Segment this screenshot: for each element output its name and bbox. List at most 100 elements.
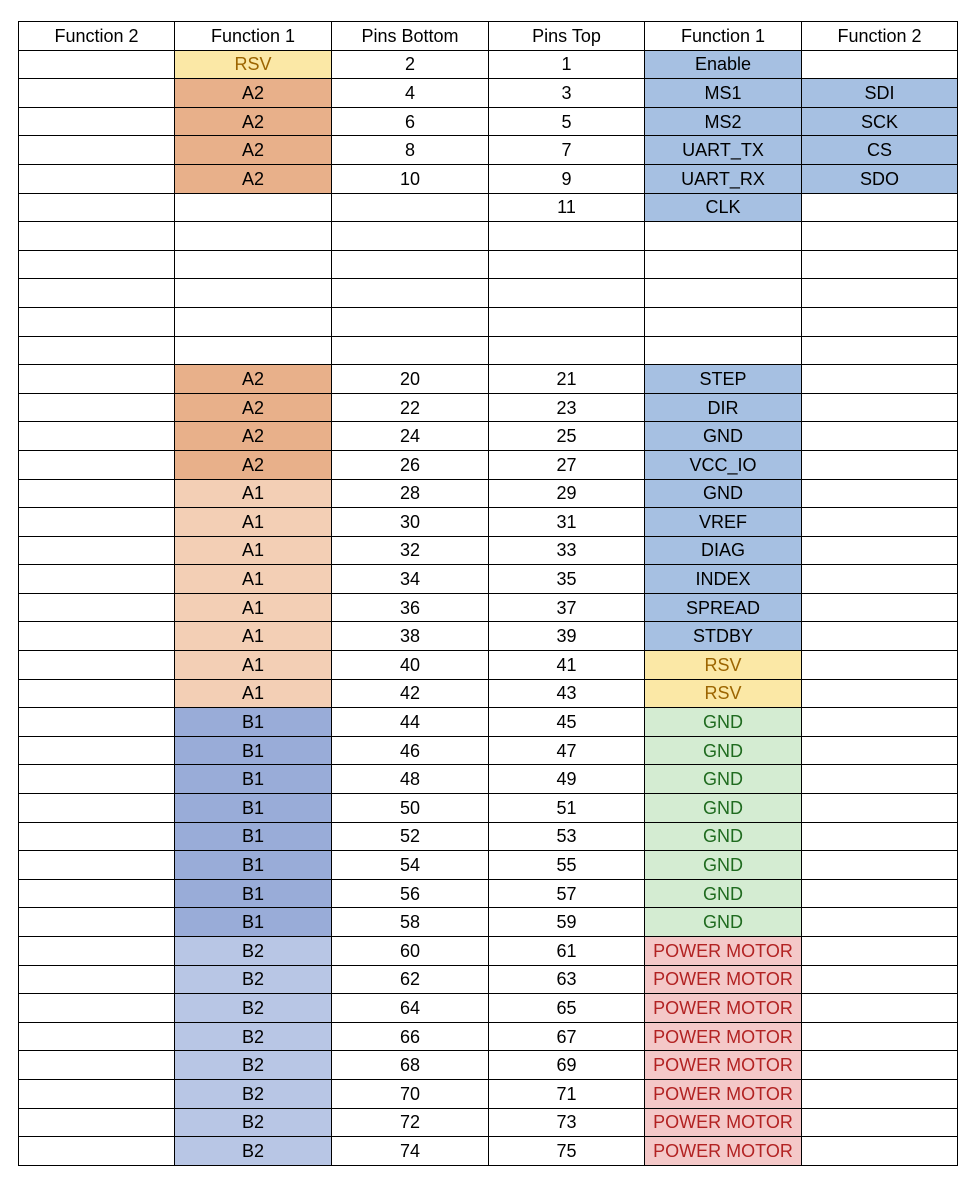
pin-top-cell: 49 bbox=[488, 764, 645, 795]
header-pins-top: Pins Top bbox=[488, 21, 645, 51]
table-row: A1 30 31 VREF bbox=[18, 507, 958, 537]
bottom-function-1-cell: A2 bbox=[174, 364, 332, 394]
top-function-1-cell: GND bbox=[644, 421, 802, 451]
pin-bottom-cell: 66 bbox=[331, 1021, 489, 1052]
pin-bottom-cell bbox=[331, 221, 489, 251]
pin-top-cell: 29 bbox=[488, 478, 645, 509]
bottom-function-1-cell: A2 bbox=[174, 135, 332, 165]
pin-top-cell: 75 bbox=[488, 1136, 645, 1166]
top-function-2-cell bbox=[801, 249, 958, 280]
bottom-function-2-cell bbox=[18, 878, 175, 909]
table-row: B2 74 75 POWER MOTOR bbox=[18, 1136, 958, 1166]
pin-bottom-cell: 74 bbox=[331, 1136, 489, 1166]
bottom-function-2-cell bbox=[18, 564, 175, 594]
bottom-function-2-cell bbox=[18, 936, 175, 966]
bottom-function-2-cell bbox=[18, 78, 175, 108]
bottom-function-1-cell: A2 bbox=[174, 78, 332, 108]
pin-top-cell: 57 bbox=[488, 878, 645, 909]
pin-top-cell bbox=[488, 221, 645, 251]
bottom-function-1-cell: B2 bbox=[174, 1107, 332, 1138]
pin-top-cell: 69 bbox=[488, 1050, 645, 1080]
pin-bottom-cell: 36 bbox=[331, 592, 489, 623]
bottom-function-1-cell: B2 bbox=[174, 936, 332, 966]
pin-bottom-cell: 64 bbox=[331, 993, 489, 1023]
pin-top-cell: 53 bbox=[488, 821, 645, 852]
top-function-1-cell: INDEX bbox=[644, 564, 802, 594]
table-row: B1 58 59 GND bbox=[18, 907, 958, 937]
top-function-2-cell bbox=[801, 1136, 958, 1166]
top-function-2-cell bbox=[801, 535, 958, 566]
bottom-function-1-cell: B1 bbox=[174, 707, 332, 737]
header-top-function-2: Function 2 bbox=[801, 21, 958, 51]
top-function-1-cell bbox=[644, 278, 802, 308]
top-function-2-cell bbox=[801, 507, 958, 537]
table-row: A2 26 27 VCC_IO bbox=[18, 449, 958, 480]
bottom-function-1-cell bbox=[174, 306, 332, 337]
table-row: A1 40 41 RSV bbox=[18, 650, 958, 680]
pin-bottom-cell: 52 bbox=[331, 821, 489, 852]
pin-top-cell: 25 bbox=[488, 421, 645, 451]
top-function-1-cell: STDBY bbox=[644, 621, 802, 652]
pin-top-cell bbox=[488, 278, 645, 308]
pin-bottom-cell: 34 bbox=[331, 564, 489, 594]
bottom-function-2-cell bbox=[18, 335, 175, 366]
pin-top-cell: 5 bbox=[488, 106, 645, 137]
top-function-1-cell: POWER MOTOR bbox=[644, 993, 802, 1023]
pin-bottom-cell: 26 bbox=[331, 449, 489, 480]
pin-top-cell: 39 bbox=[488, 621, 645, 652]
bottom-function-2-cell bbox=[18, 221, 175, 251]
bottom-function-2-cell bbox=[18, 278, 175, 308]
pin-bottom-cell: 70 bbox=[331, 1078, 489, 1109]
bottom-function-2-cell bbox=[18, 821, 175, 852]
bottom-function-2-cell bbox=[18, 850, 175, 880]
bottom-function-2-cell bbox=[18, 192, 175, 223]
top-function-1-cell: UART_RX bbox=[644, 163, 802, 194]
top-function-2-cell bbox=[801, 306, 958, 337]
pin-top-cell: 35 bbox=[488, 564, 645, 594]
bottom-function-2-cell bbox=[18, 49, 175, 80]
top-function-1-cell bbox=[644, 221, 802, 251]
top-function-2-cell: SCK bbox=[801, 106, 958, 137]
top-function-2-cell bbox=[801, 221, 958, 251]
bottom-function-2-cell bbox=[18, 764, 175, 795]
top-function-1-cell: GND bbox=[644, 793, 802, 823]
bottom-function-1-cell: A1 bbox=[174, 650, 332, 680]
top-function-2-cell bbox=[801, 49, 958, 80]
top-function-2-cell bbox=[801, 478, 958, 509]
bottom-function-1-cell: B2 bbox=[174, 1136, 332, 1166]
table-row: A2 10 9 UART_RX SDO bbox=[18, 163, 958, 194]
table-body: RSV 2 1 Enable A2 4 3 MS1 SDI A2 6 5 MS2 SCK A2 8 7 UART_… bbox=[18, 49, 958, 1166]
bottom-function-2-cell bbox=[18, 106, 175, 137]
table-row: B1 46 47 GND bbox=[18, 735, 958, 766]
top-function-1-cell: POWER MOTOR bbox=[644, 1050, 802, 1080]
pin-bottom-cell: 44 bbox=[331, 707, 489, 737]
header-bottom-function-1: Function 1 bbox=[174, 21, 332, 51]
top-function-2-cell bbox=[801, 735, 958, 766]
table-row: B1 54 55 GND bbox=[18, 850, 958, 880]
bottom-function-1-cell: B1 bbox=[174, 878, 332, 909]
top-function-1-cell: GND bbox=[644, 735, 802, 766]
pin-bottom-cell: 40 bbox=[331, 650, 489, 680]
bottom-function-2-cell bbox=[18, 707, 175, 737]
pin-top-cell: 1 bbox=[488, 49, 645, 80]
top-function-2-cell bbox=[801, 650, 958, 680]
top-function-2-cell bbox=[801, 707, 958, 737]
pin-top-cell: 21 bbox=[488, 364, 645, 394]
top-function-2-cell bbox=[801, 192, 958, 223]
top-function-1-cell: MS1 bbox=[644, 78, 802, 108]
top-function-1-cell: DIR bbox=[644, 392, 802, 423]
bottom-function-1-cell: A1 bbox=[174, 592, 332, 623]
pin-top-cell bbox=[488, 306, 645, 337]
bottom-function-2-cell bbox=[18, 421, 175, 451]
top-function-2-cell: SDI bbox=[801, 78, 958, 108]
top-function-2-cell bbox=[801, 621, 958, 652]
pin-top-cell: 43 bbox=[488, 678, 645, 709]
pin-bottom-cell: 54 bbox=[331, 850, 489, 880]
header-bottom-function-2: Function 2 bbox=[18, 21, 175, 51]
bottom-function-1-cell: A2 bbox=[174, 421, 332, 451]
pin-top-cell: 11 bbox=[488, 192, 645, 223]
top-function-1-cell: CLK bbox=[644, 192, 802, 223]
pin-top-cell: 23 bbox=[488, 392, 645, 423]
bottom-function-1-cell: B1 bbox=[174, 821, 332, 852]
table-row: A2 20 21 STEP bbox=[18, 364, 958, 394]
